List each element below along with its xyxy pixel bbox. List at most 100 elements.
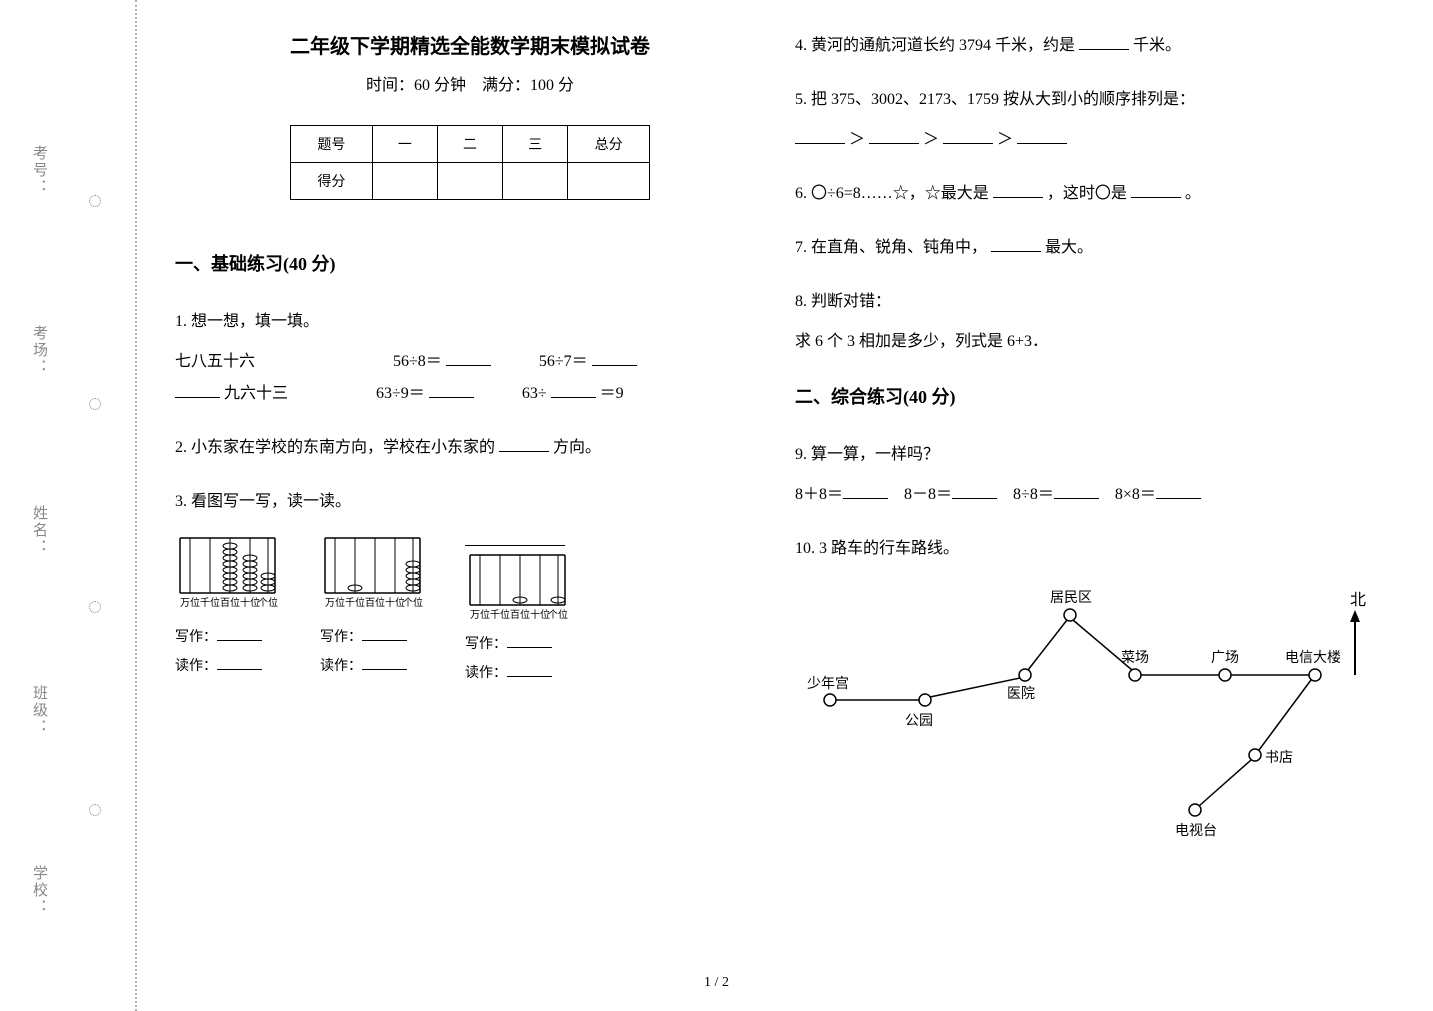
gt: ＞ [997, 131, 1013, 148]
svg-text:千位: 千位 [345, 596, 365, 609]
label-kaohao: 考号： [25, 145, 50, 196]
gt: ＞ [923, 131, 939, 148]
cell [503, 163, 568, 200]
q7-a: 7. 在直角、锐角、钝角中， [795, 239, 987, 256]
blank [991, 234, 1041, 252]
section1-title: 一、基础练习(40 分) [175, 250, 765, 276]
svg-text:个位: 个位 [258, 596, 278, 609]
cell [437, 163, 502, 200]
blank [592, 348, 637, 366]
blank [993, 180, 1043, 198]
q1-l2b: 63÷9＝ [376, 385, 425, 402]
q2: 2. 小东家在学校的东南方向，学校在小东家的 方向。 [175, 432, 765, 464]
th-total: 总分 [568, 126, 650, 163]
q5: 5. 把 375、3002、2173、1759 按从大到小的顺序排列是： ＞ ＞… [795, 84, 1385, 156]
abacus-2: 万位 千位 百位 十位 个位 [320, 528, 425, 618]
q5-text: 5. 把 375、3002、2173、1759 按从大到小的顺序排列是： [795, 84, 1385, 116]
svg-text:百位: 百位 [510, 608, 530, 621]
cut-line [135, 0, 137, 1011]
q6-c: 。 [1185, 185, 1201, 202]
svg-text:个位: 个位 [548, 608, 568, 621]
write-label: 写作： [320, 630, 362, 645]
q9-label: 9. 算一算，一样吗？ [795, 439, 1385, 471]
svg-text:北: 北 [1350, 591, 1366, 609]
th-label: 题号 [291, 126, 373, 163]
q7-b: 最大。 [1045, 239, 1093, 256]
label-banji: 班级： [25, 685, 50, 736]
cut-circles [88, 0, 102, 1011]
blank [507, 659, 552, 677]
svg-text:个位: 个位 [403, 596, 423, 609]
svg-text:千位: 千位 [490, 608, 510, 621]
th-1: 一 [372, 126, 437, 163]
read-label: 读作： [320, 659, 362, 674]
th-2: 二 [437, 126, 502, 163]
score-table: 题号 一 二 三 总分 得分 [290, 125, 650, 200]
q10-label: 10. 3 路车的行车路线。 [795, 533, 1385, 565]
svg-text:千位: 千位 [200, 596, 220, 609]
blank [943, 126, 993, 144]
read-label: 读作： [465, 666, 507, 681]
q8-a: 8. 判断对错： [795, 286, 1385, 318]
blank [1054, 481, 1099, 499]
left-column: 二年级下学期精选全能数学期末模拟试卷 时间：60 分钟 满分：100 分 题号 … [160, 20, 780, 980]
write-label: 写作： [175, 630, 217, 645]
route-map: 北 少年宫 公园 医院 居民区 菜场 广场 电信大楼 书店 [795, 580, 1375, 850]
th-3: 三 [503, 126, 568, 163]
page-number: 1 / 2 [704, 975, 729, 991]
q1-l1c: 56÷7＝ [539, 353, 588, 370]
svg-text:公园: 公园 [905, 714, 933, 729]
blank [362, 623, 407, 641]
q8-b: 求 6 个 3 相加是多少，列式是 6+3． [795, 326, 1385, 358]
q3: 3. 看图写一写，读一读。 [175, 486, 765, 688]
blank [217, 652, 262, 670]
blank [551, 380, 596, 398]
q2-a: 2. 小东家在学校的东南方向，学校在小东家的 [175, 439, 495, 456]
blank [843, 481, 888, 499]
abacus-1: 万位 千位 百位 十位 个位 [175, 528, 280, 618]
q6: 6. 〇÷6=8……☆，☆最大是 ，这时〇是 。 [795, 178, 1385, 210]
blank [952, 481, 997, 499]
q9-e1: 8＋8＝ [795, 486, 843, 503]
abacus-item-3: 万位 千位 百位 十位 个位 写作： 读作： [465, 528, 570, 688]
blank [175, 380, 220, 398]
svg-text:百位: 百位 [365, 596, 385, 609]
row-score: 得分 [291, 163, 373, 200]
svg-text:百位: 百位 [220, 596, 240, 609]
svg-text:十位: 十位 [385, 596, 405, 609]
q1-label: 1. 想一想，填一填。 [175, 306, 765, 338]
blank [465, 528, 565, 546]
q4-b: 千米。 [1133, 37, 1181, 54]
svg-text:电信大楼: 电信大楼 [1285, 650, 1341, 666]
blank [362, 652, 407, 670]
q7: 7. 在直角、锐角、钝角中， 最大。 [795, 232, 1385, 264]
svg-text:万位: 万位 [470, 608, 490, 621]
q9-e3: 8÷8＝ [1013, 486, 1054, 503]
q1-l2c: 63÷ [522, 385, 547, 402]
right-column: 4. 黄河的通航河道长约 3794 千米，约是 千米。 5. 把 375、300… [780, 20, 1400, 980]
write-label: 写作： [465, 637, 507, 652]
q9-e2: 8－8＝ [904, 486, 952, 503]
q6-b: ，这时〇是 [1047, 185, 1127, 202]
blank [446, 348, 491, 366]
abacus-item-2: 万位 千位 百位 十位 个位 写作： 读作： [320, 528, 425, 688]
side-labels: 考号： 考场： 姓名： 班级： 学校： [25, 80, 50, 980]
blank [1156, 481, 1201, 499]
content-area: 二年级下学期精选全能数学期末模拟试卷 时间：60 分钟 满分：100 分 题号 … [160, 20, 1420, 980]
q1: 1. 想一想，填一填。 七八五十六 56÷8＝ 56÷7＝ 九六十三 63÷9＝… [175, 306, 765, 410]
gt: ＞ [849, 131, 865, 148]
svg-text:广场: 广场 [1211, 650, 1239, 666]
svg-text:居民区: 居民区 [1050, 590, 1092, 606]
blank [1079, 32, 1129, 50]
abacus-item-1: 万位 千位 百位 十位 个位 写作： 读作： [175, 528, 280, 688]
q9-e4: 8×8＝ [1115, 486, 1156, 503]
svg-text:电视台: 电视台 [1175, 823, 1217, 839]
q2-b: 方向。 [553, 439, 601, 456]
blank [869, 126, 919, 144]
q4: 4. 黄河的通航河道长约 3794 千米，约是 千米。 [795, 30, 1385, 62]
blank [795, 126, 845, 144]
page-subtitle: 时间：60 分钟 满分：100 分 [175, 71, 765, 95]
cell [568, 163, 650, 200]
svg-text:万位: 万位 [325, 596, 345, 609]
read-label: 读作： [175, 659, 217, 674]
